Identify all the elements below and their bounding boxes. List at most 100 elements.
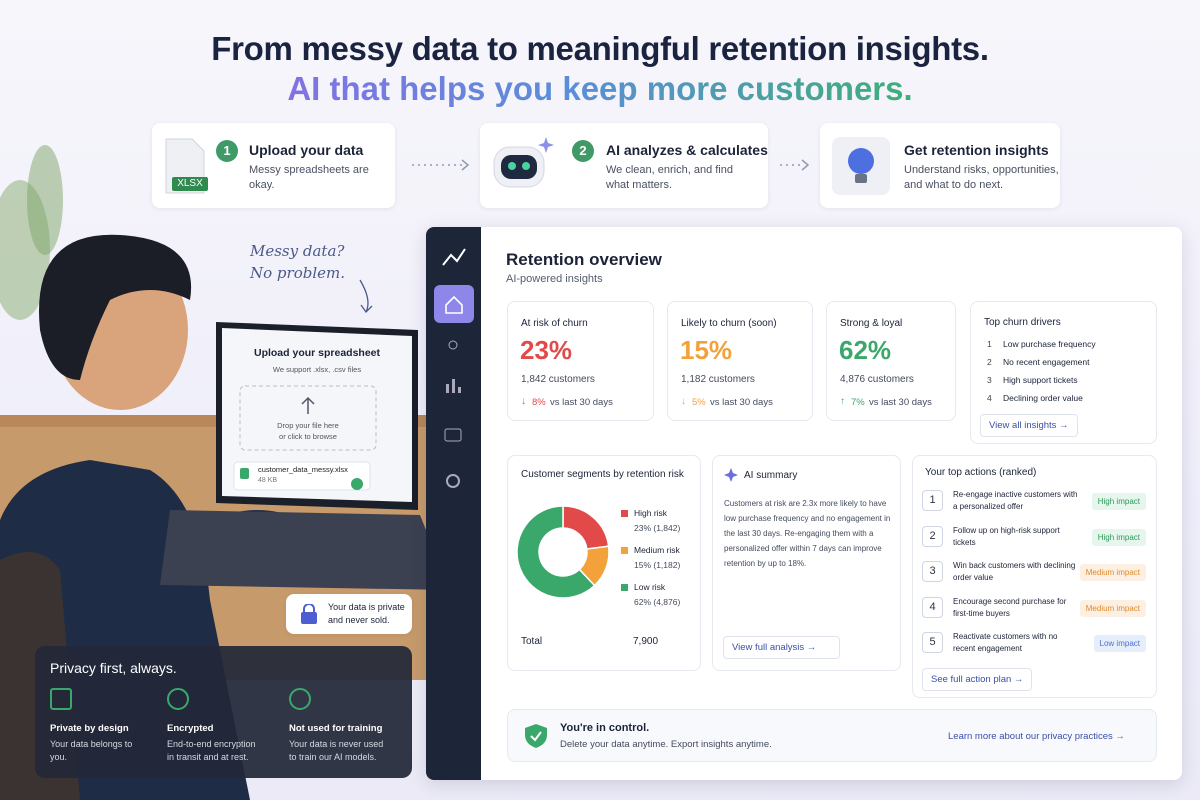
step-title: Get retention insights bbox=[904, 142, 1049, 158]
total-label: Total bbox=[521, 636, 543, 647]
stat-compare: vs last 30 days bbox=[550, 397, 613, 408]
bulb bbox=[848, 148, 874, 174]
step-card: XLSX 1 Upload your data Messy spreadshee… bbox=[152, 123, 395, 208]
action-text: Encourage second purchase for first-time… bbox=[953, 596, 1067, 618]
laptop-support: We support .xlsx, .csv files bbox=[272, 365, 362, 374]
link-text: View all insights bbox=[989, 420, 1057, 431]
control-link[interactable]: Learn more about our privacy practices → bbox=[948, 731, 1125, 742]
impact-badge: Medium impact bbox=[1079, 564, 1146, 581]
privacy-icon bbox=[167, 688, 189, 710]
stat-label: Strong & loyal bbox=[840, 318, 903, 329]
stat-value: 15% bbox=[680, 335, 733, 365]
lock-icon bbox=[301, 604, 317, 624]
drivers-card: Top churn drivers View all insights → 1 L… bbox=[970, 301, 1157, 444]
stat-customers: 1,182 customers bbox=[681, 374, 755, 385]
privacy-item-title: Not used for training bbox=[289, 723, 383, 734]
stat-value: 23% bbox=[520, 335, 573, 365]
link-text: Learn more about our privacy practices bbox=[948, 731, 1113, 742]
action-text: Re-engage inactive customers with a pers… bbox=[953, 490, 1078, 511]
link-text: See full action plan bbox=[931, 674, 1012, 685]
nav-users[interactable] bbox=[448, 340, 458, 350]
file-row bbox=[233, 461, 371, 491]
actions-link[interactable]: See full action plan → bbox=[922, 668, 1033, 691]
legend-value: 23% (1,842) bbox=[634, 523, 681, 533]
link-text: View full analysis bbox=[732, 642, 805, 653]
step-number: 1 bbox=[216, 140, 238, 162]
dashboard: Retention overview AI-powered insights T… bbox=[426, 227, 1182, 780]
stat-customers: 1,842 customers bbox=[521, 374, 595, 385]
legend-value: 15% (1,182) bbox=[634, 560, 681, 570]
privacy-item-title: Encrypted bbox=[167, 723, 214, 734]
action-number: 3 bbox=[922, 561, 943, 582]
privacy-item-text: Your data is never used to train our AI … bbox=[289, 739, 384, 762]
privacy-item-text: End-to-end encryption in transit and at … bbox=[167, 739, 256, 762]
xlsx-label: XLSX bbox=[177, 178, 203, 189]
robot-face bbox=[501, 155, 537, 179]
shield bbox=[525, 724, 547, 748]
subheadline: AI that helps you keep more customers. bbox=[0, 70, 1200, 108]
ai-title: AI summary bbox=[744, 470, 798, 481]
privacy-title: Privacy first, always. bbox=[50, 660, 177, 676]
headline: From messy data to meaningful retention … bbox=[211, 30, 989, 67]
step-text: Messy spreadsheets are okay. bbox=[249, 164, 369, 191]
legend-value: 62% (4,876) bbox=[634, 597, 681, 607]
file-size: 48 KB bbox=[258, 477, 278, 484]
arrow-head bbox=[461, 159, 470, 171]
nav-messages[interactable] bbox=[444, 428, 462, 442]
handwritten-note: Messy data? No problem. bbox=[250, 240, 345, 284]
driver-number: 2 bbox=[987, 357, 992, 367]
actions-card: Your top actions (ranked) See full actio… bbox=[912, 455, 1157, 698]
stat-compare: vs last 30 days bbox=[869, 397, 932, 408]
step-title: AI analyzes & calculates bbox=[606, 142, 768, 158]
legend-name: High risk bbox=[634, 508, 668, 518]
step-card: 2 AI analyzes & calculates We clean, enr… bbox=[480, 123, 768, 208]
stat-label: At risk of churn bbox=[521, 318, 588, 329]
impact-badge: Low impact bbox=[1093, 635, 1146, 652]
robot-eye bbox=[522, 162, 530, 170]
stat-customers: 4,876 customers bbox=[840, 374, 914, 385]
robot-eye bbox=[508, 162, 516, 170]
impact-badge: High impact bbox=[1091, 528, 1146, 546]
stat-change: 5% bbox=[692, 397, 706, 408]
check bbox=[530, 731, 542, 742]
stat-change: 7% bbox=[851, 397, 865, 408]
driver-text: No recent engagement bbox=[1003, 357, 1090, 367]
robot-icon bbox=[493, 137, 554, 188]
drop-text: Drop your file here or click to browse bbox=[240, 420, 376, 442]
control-text: Delete your data anytime. Export insight… bbox=[560, 739, 772, 750]
stat-value: 62% bbox=[839, 335, 892, 365]
sidebar-icons bbox=[434, 248, 474, 488]
ai-link[interactable]: View full analysis → bbox=[723, 636, 840, 659]
note-line: No problem. bbox=[250, 264, 345, 282]
total-value: 7,900 bbox=[633, 636, 659, 647]
drivers-link[interactable]: View all insights → bbox=[980, 414, 1078, 437]
nav-settings[interactable] bbox=[446, 474, 460, 488]
donut-chart bbox=[516, 505, 610, 599]
change-arrow: ↓ bbox=[521, 396, 526, 407]
stat-compare: vs last 30 days bbox=[710, 397, 773, 408]
drop-line: or click to browse bbox=[279, 432, 337, 441]
nav-home[interactable] bbox=[434, 285, 474, 323]
bulb-icon bbox=[832, 137, 890, 195]
subheadline-text: AI that helps you keep more customers. bbox=[287, 70, 913, 107]
drop-zone bbox=[239, 385, 377, 451]
note-arrow bbox=[359, 279, 373, 314]
legend-name: Medium risk bbox=[634, 545, 680, 555]
lock-body bbox=[301, 612, 317, 624]
step-text: Understand risks, opportunities, and wha… bbox=[904, 164, 1059, 191]
privacy-item-title: Private by design bbox=[50, 723, 129, 734]
shield-icon bbox=[525, 724, 547, 748]
logo-icon bbox=[442, 248, 466, 266]
person-hair bbox=[39, 234, 192, 380]
driver-number: 1 bbox=[987, 339, 992, 349]
bulb-base bbox=[855, 174, 867, 183]
lock-shackle bbox=[303, 604, 315, 612]
nav-reports[interactable] bbox=[446, 384, 449, 393]
driver-text: High support tickets bbox=[1003, 375, 1078, 385]
dash-title: Retention overview bbox=[506, 250, 662, 269]
action-number: 1 bbox=[922, 490, 943, 511]
driver-text: Declining order value bbox=[1003, 393, 1083, 403]
laptop-title: Upload your spreadsheet bbox=[253, 347, 381, 359]
